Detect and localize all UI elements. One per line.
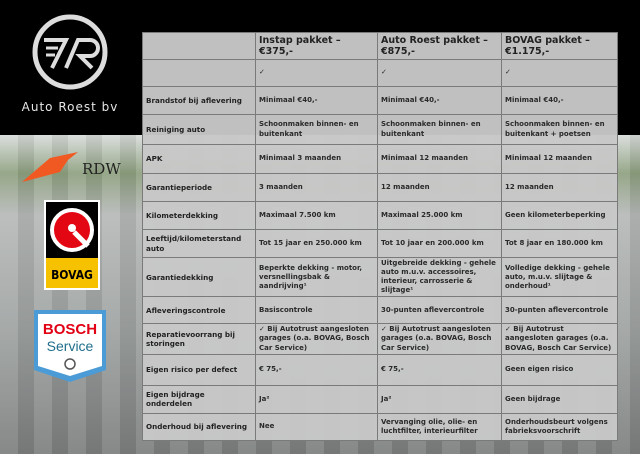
table-cell: Basiscontrole xyxy=(255,296,378,325)
bovag-logo: BOVAG xyxy=(44,200,100,290)
table-row: Eigen risico per defect € 75,- € 75,- Geen … xyxy=(142,353,618,386)
table-cell: Volledige dekking - gehele auto, m.u.v. … xyxy=(501,256,618,298)
header-instap: Instap pakket – €375,- xyxy=(255,32,378,60)
package-comparison-table: Instap pakket – €375,- Auto Roest pakket… xyxy=(142,32,618,441)
auto-roest-logo-icon xyxy=(32,14,108,90)
table-cell: Tot 10 jaar en 200.000 km xyxy=(377,229,502,258)
table-cell: Schoonmaken binnen- en buitenkant xyxy=(255,114,378,145)
rdw-text: RDW xyxy=(82,160,121,178)
table-cell: Ja² xyxy=(377,384,502,414)
header-auto-roest: Auto Roest pakket – €875,- xyxy=(377,32,502,60)
table-cell: Schoonmaken binnen- en buitenkant xyxy=(377,114,502,145)
table-cell: 30-punten aflevercontrole xyxy=(377,296,502,325)
svg-text:Service: Service xyxy=(47,338,94,354)
table-cell: Tot 15 jaar en 250.000 km xyxy=(255,229,378,258)
table-cell: Maximaal 7.500 km xyxy=(255,201,378,230)
table-row: APK Minimaal 3 maanden Minimaal 12 maanden… xyxy=(142,144,618,174)
bosch-service-logo: BOSCH Service xyxy=(34,310,106,382)
table-cell: Minimaal €40,- xyxy=(377,86,502,115)
table-cell: ✓ Bij Autotrust aangesloten garages (o.a… xyxy=(255,323,378,355)
table-cell: Minimaal €40,- xyxy=(255,86,378,115)
table-cell: 30-punten aflevercontrole xyxy=(501,296,618,325)
row-label: Reparatievoorrang bij storingen xyxy=(142,323,256,355)
table-cell: ✓ Bij Autotrust aangesloten garages (o.a… xyxy=(501,323,618,355)
table-cell: € 75,- xyxy=(255,353,378,386)
row-label: Eigen risico per defect xyxy=(142,353,256,386)
table-row: Garantieperiode 3 maanden 12 maanden 12 maa… xyxy=(142,173,618,202)
table-cell: 12 maanden xyxy=(377,173,502,202)
row-label: Kilometerdekking xyxy=(142,201,256,230)
table-cell: ✓ Bij Autotrust aangesloten garages (o.a… xyxy=(377,323,502,355)
table-cell: ✓ xyxy=(377,59,502,87)
table-cell: Minimaal 12 maanden xyxy=(377,144,502,174)
table-cell: Schoonmaken binnen- en buitenkant + poet… xyxy=(501,114,618,145)
table-cell: 3 maanden xyxy=(255,173,378,202)
table-cell: € 75,- xyxy=(377,353,502,386)
table-cell: ✓ xyxy=(255,59,378,87)
brand-logo: Auto Roest bv xyxy=(0,0,140,135)
row-label: Garantieperiode xyxy=(142,173,256,202)
row-label: Brandstof bij aflevering xyxy=(142,86,256,115)
svg-text:BOVAG: BOVAG xyxy=(51,268,93,282)
table-cell: Tot 8 jaar en 180.000 km xyxy=(501,229,618,258)
table-row: Garantiedekking Beperkte dekking - motor,… xyxy=(142,256,618,298)
table-cell: Minimaal €40,- xyxy=(501,86,618,115)
table-row: Kilometerdekking Maximaal 7.500 km Maximaa… xyxy=(142,201,618,230)
table-row: Onderhoud bij aflevering Nee Vervanging ol… xyxy=(142,412,618,441)
table-cell: 12 maanden xyxy=(501,173,618,202)
table-row: Eigen bijdrage onderdelen Ja² Ja² Geen bijd… xyxy=(142,384,618,414)
rdw-logo: RDW xyxy=(20,148,125,184)
table-cell: Nee xyxy=(255,412,378,441)
table-cell: Geen eigen risico xyxy=(501,353,618,386)
table-cell: Beperkte dekking - motor, versnellingsba… xyxy=(255,256,378,298)
table-cell: Minimaal 12 maanden xyxy=(501,144,618,174)
table-cell: Minimaal 3 maanden xyxy=(255,144,378,174)
header-bovag: BOVAG pakket – €1.175,- xyxy=(501,32,618,60)
table-cell: ✓ xyxy=(501,59,618,87)
row-label: Reiniging auto xyxy=(142,114,256,145)
table-cell: Geen bijdrage xyxy=(501,384,618,414)
row-label: Onderhoud bij aflevering xyxy=(142,412,256,441)
table-cell: Uitgebreide dekking - gehele auto m.u.v.… xyxy=(377,256,502,298)
table-cell: Onderhoudsbeurt volgens fabrieksvoorschr… xyxy=(501,412,618,441)
table-row: Afleveringscontrole Basiscontrole 30-punte… xyxy=(142,296,618,325)
table-row: Leeftijd/kilometerstand auto Tot 15 jaar … xyxy=(142,229,618,258)
table-row: ✓ ✓ ✓ xyxy=(142,59,618,87)
row-label: Afleveringscontrole xyxy=(142,296,256,325)
brand-name: Auto Roest bv xyxy=(21,100,119,114)
table-cell: Geen kilometerbeperking xyxy=(501,201,618,230)
row-label: Leeftijd/kilometerstand auto xyxy=(142,229,256,258)
row-label: APK xyxy=(142,144,256,174)
table-cell: Ja² xyxy=(255,384,378,414)
table-row: Reiniging auto Schoonmaken binnen- en bui… xyxy=(142,114,618,145)
row-label: Garantiedekking xyxy=(142,256,256,298)
svg-text:BOSCH: BOSCH xyxy=(43,321,97,338)
table-header-row: Instap pakket – €375,- Auto Roest pakket… xyxy=(142,32,618,60)
header-empty xyxy=(142,32,256,60)
row-label: Eigen bijdrage onderdelen xyxy=(142,384,256,414)
table-cell: Maximaal 25.000 km xyxy=(377,201,502,230)
row-label xyxy=(142,59,256,87)
table-cell: Vervanging olie, olie- en luchtfilter, i… xyxy=(377,412,502,441)
table-row: Brandstof bij aflevering Minimaal €40,- Mi… xyxy=(142,86,618,115)
table-row: Reparatievoorrang bij storingen ✓ Bij Aut… xyxy=(142,323,618,355)
